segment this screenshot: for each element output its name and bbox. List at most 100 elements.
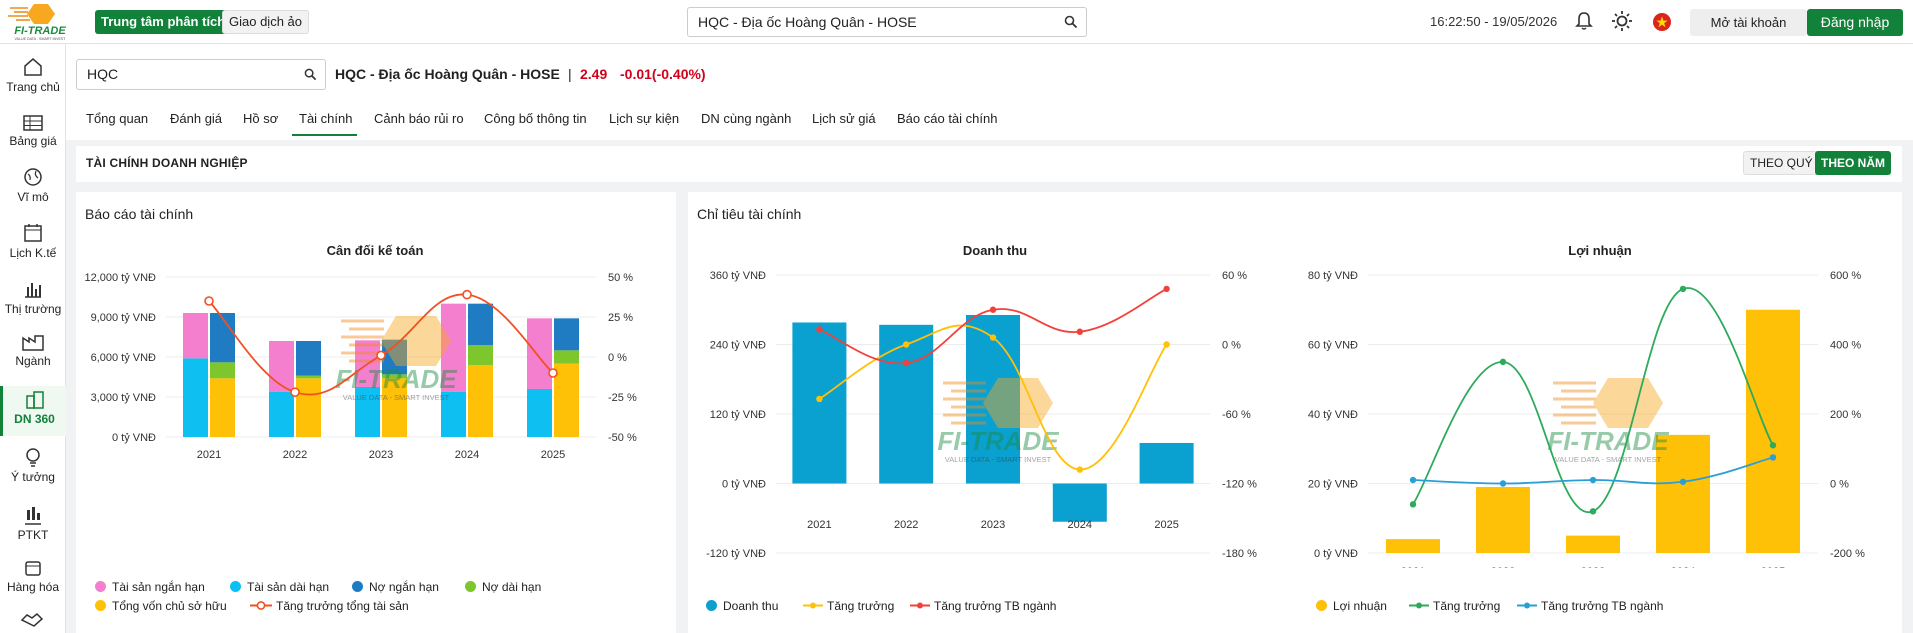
growth-point	[903, 341, 910, 348]
bell-icon[interactable]	[1573, 10, 1595, 32]
y-tick-label: 20 tỷ VNĐ	[1308, 479, 1358, 491]
fi-trade-logo[interactable]: FI-TRADE VALUE DATA - SMART INVEST	[4, 2, 76, 42]
candlestick-icon	[25, 507, 41, 525]
vietnam-flag-icon[interactable]	[1652, 12, 1672, 32]
sidebar-item-technical[interactable]: PTKT	[0, 504, 66, 542]
sidebar-item-market[interactable]: Thị trường	[0, 278, 66, 316]
global-search-input[interactable]: HQC - Địa ốc Hoàng Quân - HOSE	[687, 7, 1087, 37]
bar-segment	[554, 318, 579, 351]
revenue-chart-title: Doanh thu	[962, 243, 1028, 258]
stock-search-input[interactable]: HQC	[76, 59, 326, 90]
sidebar-item-home[interactable]: Trang chủ	[0, 56, 66, 94]
virtual-trading-button[interactable]: Giao dịch ảo	[222, 10, 309, 34]
revenue-bar	[966, 314, 1020, 484]
x-tick-label: 2022	[283, 449, 307, 461]
handshake-icon[interactable]	[20, 610, 44, 628]
legend-label: Tăng trưởng tổng tài sản	[276, 599, 409, 613]
bar-segment	[554, 350, 579, 364]
legend-item[interactable]: Tăng trưởng	[803, 599, 894, 613]
y2-tick-label: 50 %	[608, 272, 633, 284]
x-tick-label: 2023	[369, 449, 393, 461]
tab-profile[interactable]: Hồ sơ	[243, 111, 279, 126]
sidebar-item-industry[interactable]: Ngành	[0, 332, 66, 368]
svg-text:VALUE DATA - SMART INVEST: VALUE DATA - SMART INVEST	[15, 37, 67, 41]
sidebar-item-econ-calendar[interactable]: Lịch K.tế	[0, 222, 66, 260]
legend-item[interactable]: Tăng trưởng tổng tài sản	[250, 599, 409, 613]
legend-item[interactable]: Tăng trưởng TB ngành	[910, 599, 1056, 613]
y2-tick-label: -60 %	[1222, 409, 1251, 421]
by-quarter-toggle[interactable]: THEO QUÝ	[1743, 151, 1820, 175]
revenue-bar	[879, 324, 934, 484]
section-title: TÀI CHÍNH DOANH NGHIỆP	[86, 156, 248, 170]
legend-item[interactable]: Tăng trưởng TB ngành	[1517, 599, 1663, 613]
stock-header	[66, 44, 1913, 140]
open-account-button[interactable]: Mở tài khoản	[1690, 9, 1807, 36]
y-tick-label: 60 tỷ VNĐ	[1308, 340, 1358, 352]
legend-item[interactable]: Nợ dài hạn	[465, 580, 541, 594]
theme-sun-icon[interactable]	[1611, 10, 1633, 32]
legend-item[interactable]: Nợ ngắn hạn	[352, 580, 439, 594]
legend-item[interactable]: Lợi nhuận	[1316, 599, 1387, 613]
by-year-toggle[interactable]: THEO NĂM	[1815, 151, 1891, 175]
growth-line	[818, 324, 1168, 471]
legend-item[interactable]: Tài sản dài hạn	[230, 580, 329, 594]
sidebar-item-ideas[interactable]: Ý tưởng	[0, 446, 66, 484]
tab-events[interactable]: Lịch sự kiện	[609, 111, 680, 126]
legend-label: Tài sản ngắn hạn	[112, 580, 205, 594]
profit-bar	[1746, 309, 1800, 553]
growth-point	[989, 334, 997, 341]
bar-segment	[210, 362, 235, 379]
growth-point	[1769, 442, 1777, 449]
bar-segment	[183, 313, 208, 359]
profit-chart: 80 tỷ VNĐ 600 % 60 tỷ VNĐ 400 % 40 tỷ VNĐ 200…	[1308, 270, 1865, 568]
tab-financials[interactable]: Tài chính	[299, 111, 353, 126]
analysis-center-button[interactable]: Trung tâm phân tích	[95, 10, 232, 34]
bar-chart-icon	[25, 283, 41, 298]
login-button[interactable]: Đăng nhập	[1807, 9, 1903, 36]
legend-swatch	[910, 602, 930, 609]
y2-tick-label: 0 %	[1222, 340, 1241, 352]
search-icon[interactable]	[304, 68, 317, 81]
top-bar: FI-TRADE VALUE DATA - SMART INVEST Trung…	[0, 0, 1913, 44]
tab-risk-warning[interactable]: Cảnh báo rủi ro	[374, 111, 464, 126]
x-tick-label: 2025	[541, 449, 565, 461]
tab-overview[interactable]: Tổng quan	[86, 111, 149, 126]
svg-text:FI-TRADE: FI-TRADE	[14, 25, 66, 37]
growth-point	[1589, 476, 1597, 484]
tab-price-history[interactable]: Lịch sử giá	[812, 111, 876, 126]
y-tick-label: 0 tỷ VNĐ	[1314, 548, 1358, 560]
legend-item[interactable]: Tài sản ngắn hạn	[95, 580, 205, 594]
sidebar-item-price-board[interactable]: Bảng giá	[0, 114, 66, 148]
growth-point	[816, 326, 823, 333]
x-tick-label: 2022	[1491, 566, 1515, 568]
search-icon[interactable]	[1064, 15, 1078, 29]
growth-point	[204, 296, 214, 306]
sidebar-item-label: Vĩ mô	[17, 190, 49, 204]
sidebar-item-dn360[interactable]: DN 360	[0, 386, 66, 436]
sidebar-item-commodities[interactable]: Hàng hóa	[0, 558, 66, 594]
legend-item[interactable]: Doanh thu	[706, 599, 778, 613]
legend-item[interactable]: Tổng vốn chủ sở hữu	[95, 599, 227, 613]
tab-financial-reports[interactable]: Báo cáo tài chính	[897, 111, 998, 126]
revenue-bar	[1139, 442, 1194, 484]
legend-swatch	[465, 581, 476, 592]
y-tick-label: 0 tỷ VNĐ	[112, 432, 156, 444]
sidebar-item-macro[interactable]: Vĩ mô	[0, 166, 66, 204]
y-tick-label: -120 tỷ VNĐ	[706, 548, 766, 560]
building-icon	[25, 391, 44, 409]
sidebar-item-label: Bảng giá	[9, 134, 57, 148]
tab-valuation[interactable]: Đánh giá	[170, 111, 223, 126]
bar-segment	[468, 365, 493, 437]
growth-point	[1769, 454, 1777, 461]
section-bar	[76, 146, 1902, 182]
growth-point	[462, 289, 472, 300]
tab-peers[interactable]: DN cùng ngành	[701, 111, 792, 126]
datetime-display: 16:22:50 - 19/05/2026	[1430, 14, 1558, 29]
legend-swatch	[95, 600, 106, 611]
legend-item[interactable]: Tăng trưởng	[1409, 599, 1500, 613]
y2-tick-label: 200 %	[1830, 409, 1861, 421]
tab-disclosures[interactable]: Công bố thông tin	[484, 111, 587, 126]
bar-segment	[527, 389, 552, 437]
revenue-chart: 360 tỷ VNĐ 60 % 240 tỷ VNĐ 0 % 120 tỷ VNĐ -60…	[706, 270, 1257, 560]
x-tick-label: 2021	[197, 449, 221, 461]
